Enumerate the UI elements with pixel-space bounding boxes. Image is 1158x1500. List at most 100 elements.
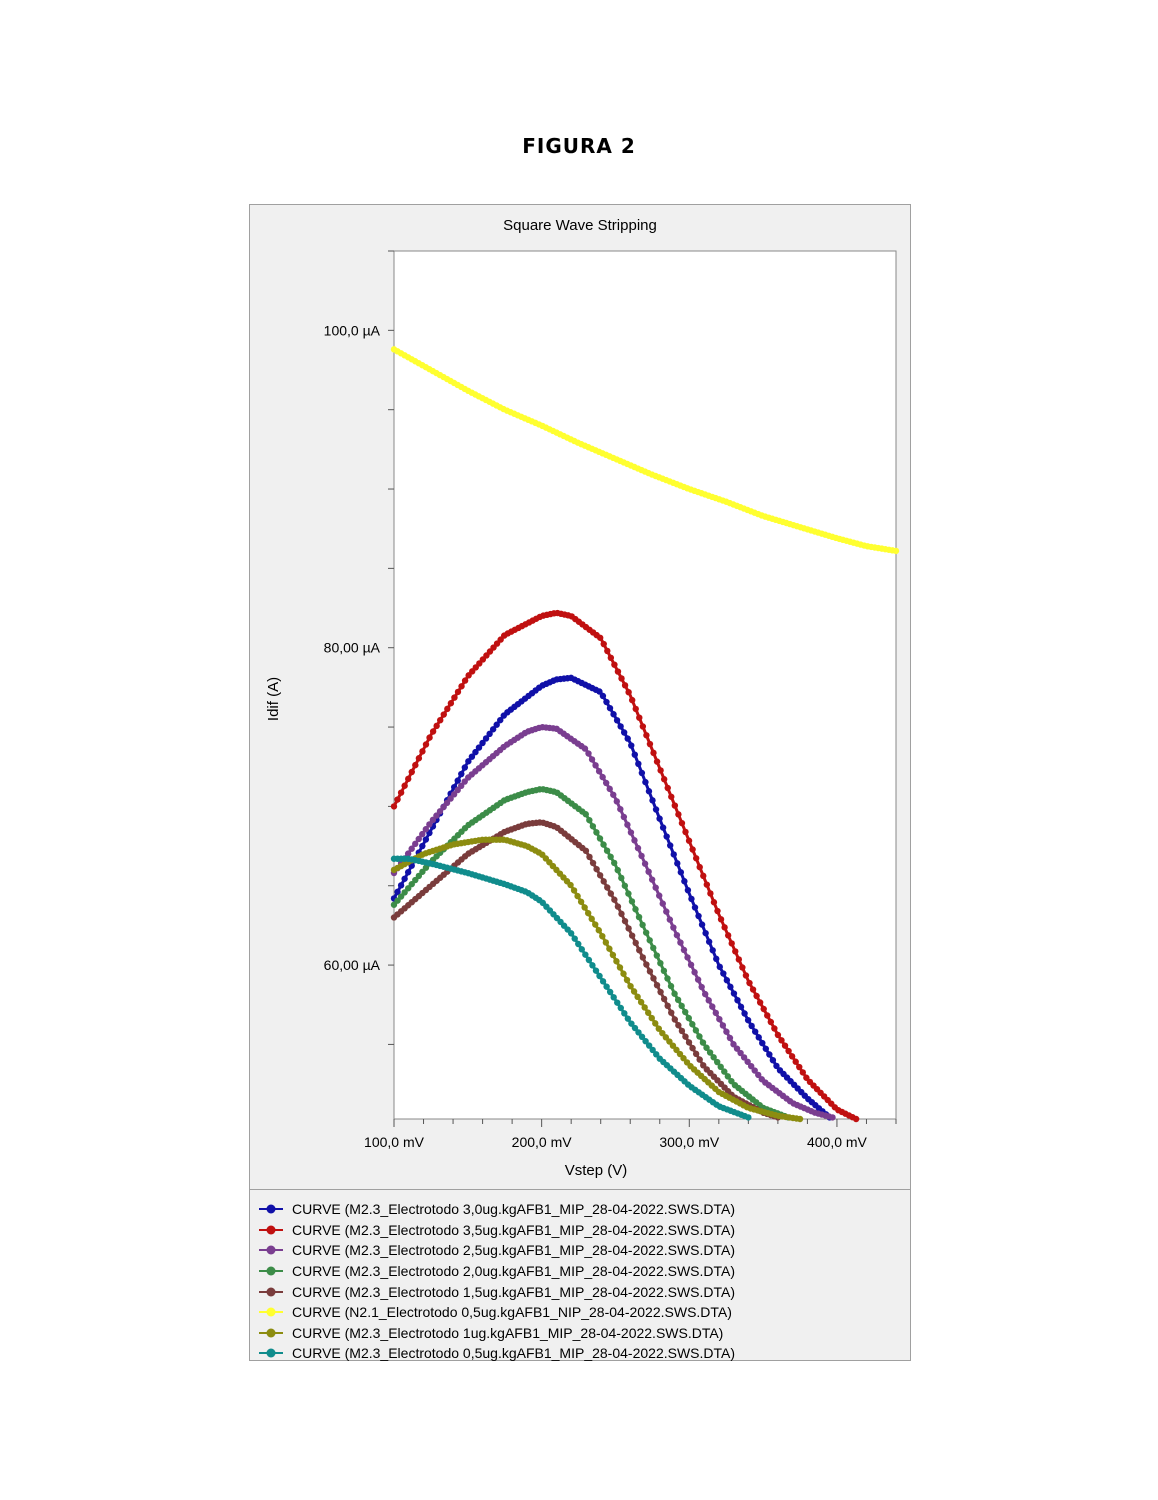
data-point [641, 860, 649, 867]
data-point [582, 811, 589, 818]
data-point [617, 723, 624, 730]
data-point [632, 939, 639, 947]
data-point [642, 1037, 649, 1045]
data-point [461, 677, 469, 684]
data-point [436, 808, 444, 815]
data-point [642, 929, 650, 936]
data-point [610, 859, 618, 867]
data-point [648, 876, 656, 883]
data-point [659, 1029, 666, 1037]
data-point [689, 846, 696, 853]
data-point [680, 1055, 687, 1062]
data-point [714, 907, 721, 915]
data-point [627, 982, 634, 990]
data-point [630, 988, 638, 995]
legend-label: CURVE (M2.3_Electrotodo 2,0ug.kgAFB1_MIP… [292, 1263, 736, 1280]
data-point [422, 826, 430, 833]
data-point [621, 682, 629, 689]
data-point [650, 944, 657, 952]
data-point [639, 921, 646, 929]
data-point [643, 732, 650, 739]
data-point [696, 1033, 703, 1040]
x-tick-label: 400,0 mV [807, 1134, 868, 1150]
data-point [685, 1014, 692, 1022]
data-point [482, 735, 490, 742]
series-8 [390, 855, 752, 1121]
data-point [781, 1042, 789, 1049]
data-point [613, 798, 620, 805]
data-point [607, 890, 615, 897]
data-point [678, 1027, 686, 1035]
data-point [397, 882, 405, 889]
data-point [397, 789, 405, 796]
data-point [769, 1056, 777, 1064]
data-point [741, 1010, 748, 1017]
data-point [429, 816, 437, 824]
data-point [639, 954, 647, 961]
data-point [581, 904, 588, 911]
legend-label: CURVE (M2.3_Electrotodo 3,5ug.kgAFB1_MIP… [292, 1221, 736, 1238]
data-point [742, 972, 750, 979]
data-point [774, 1031, 782, 1039]
data-point [567, 930, 575, 937]
data-point [724, 932, 732, 939]
data-point [744, 1016, 752, 1024]
data-point [475, 744, 483, 751]
chart-svg: Square Wave Stripping 60,00 µA 80,00 µA 10… [265, 217, 900, 1179]
data-point [696, 1056, 703, 1063]
data-point [646, 740, 654, 748]
data-point [450, 791, 458, 798]
chart-panel: Square Wave Stripping 60,00 µA 80,00 µA 10… [249, 204, 911, 1361]
data-point [610, 711, 617, 718]
data-point [673, 931, 681, 939]
data-point [599, 773, 606, 781]
data-point [668, 1009, 675, 1016]
data-point [709, 947, 716, 954]
data-point [689, 1044, 696, 1052]
data-point [645, 868, 652, 875]
data-point [599, 692, 607, 700]
data-point [602, 779, 610, 787]
data-point [728, 940, 735, 947]
plot-area [393, 250, 897, 1120]
data-point [401, 782, 408, 789]
data-point [700, 872, 707, 880]
data-point [422, 836, 430, 843]
series-7 [390, 836, 804, 1123]
data-point [698, 921, 706, 928]
data-point [578, 946, 586, 953]
data-point [618, 874, 625, 882]
data-point [610, 791, 617, 798]
data-point [419, 748, 426, 755]
series-layer [390, 346, 900, 1123]
data-point [602, 939, 610, 946]
data-point [567, 881, 574, 889]
data-point [684, 954, 691, 961]
data-point [595, 927, 602, 934]
data-point [606, 988, 614, 996]
data-point [706, 1049, 714, 1056]
data-point [652, 884, 659, 891]
data-point [766, 1051, 773, 1058]
data-point [586, 853, 593, 861]
data-point [592, 967, 600, 974]
data-point [689, 1021, 696, 1028]
data-point [613, 958, 620, 965]
data-point [681, 878, 688, 885]
data-point [426, 734, 433, 741]
data-point [642, 778, 649, 786]
data-point [671, 1016, 679, 1023]
data-point [394, 796, 401, 803]
data-point [390, 803, 398, 810]
data-point [716, 963, 723, 971]
data-point [604, 884, 611, 891]
data-point [632, 906, 639, 913]
data-point [717, 916, 725, 923]
data-point [401, 875, 408, 882]
data-point [623, 976, 631, 984]
data-point [412, 761, 419, 769]
legend-label: CURVE (M2.3_Electrotodo 2,5ug.kgAFB1_MIP… [292, 1242, 736, 1259]
data-point [748, 1022, 755, 1030]
data-point [762, 1045, 770, 1052]
data-point [670, 924, 677, 931]
